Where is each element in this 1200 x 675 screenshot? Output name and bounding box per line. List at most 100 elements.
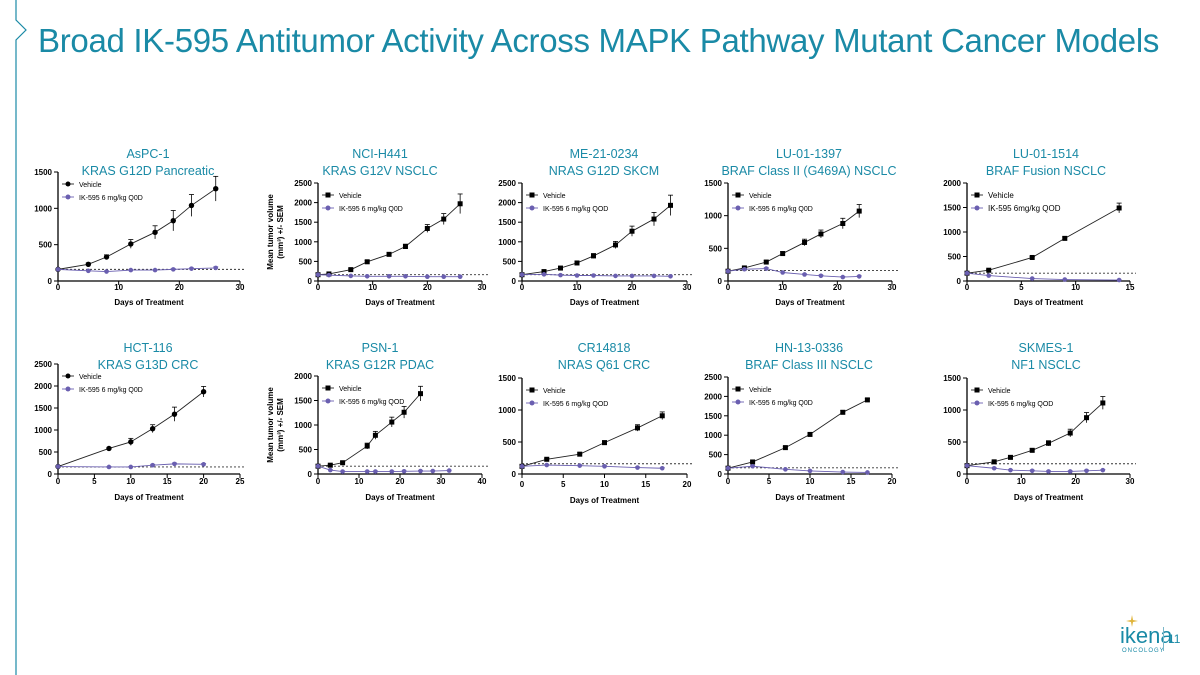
data-point (128, 241, 134, 247)
chart-model-name: NCI-H441 (352, 147, 408, 161)
legend-entry-label: Vehicle (749, 193, 772, 200)
data-point (152, 229, 158, 236)
data-point (128, 464, 134, 470)
data-point (171, 411, 178, 417)
legend-swatch-marker (529, 387, 535, 393)
y-tick-label: 2500 (498, 179, 516, 188)
chart-mutation-label: NRAS G12D SKCM (548, 164, 660, 178)
data-point (364, 259, 370, 265)
company-logo: ikena ONCOLOGY (1120, 615, 1173, 654)
series-line (317, 203, 461, 276)
legend-entry-label: Vehicle (79, 182, 102, 189)
chart-header: CR14818 NRAS Q61 CRC (489, 340, 719, 374)
data-point (986, 267, 992, 273)
x-tick-label: 20 (683, 480, 692, 489)
data-point (1067, 469, 1073, 474)
x-tick-label: 30 (437, 477, 446, 486)
chart-9: 0 500 1000 1500 2000 2500 0 5 10 15 20 Days of Trea… (704, 373, 898, 502)
data-point (763, 266, 769, 271)
chart-header: HCT-116 KRAS G13D CRC (33, 340, 263, 374)
x-tick-label: 10 (368, 283, 377, 292)
series-line (57, 463, 204, 468)
data-point (544, 462, 550, 468)
logo-name: ikena (1120, 623, 1173, 648)
data-point (1116, 277, 1122, 283)
y-tick-label: 500 (39, 448, 53, 457)
data-point (807, 431, 813, 437)
series-line (57, 267, 216, 273)
data-point (189, 266, 194, 271)
legend-swatch-marker (735, 205, 741, 211)
x-axis-label: Days of Treatment (114, 493, 184, 502)
x-tick-label: 0 (726, 477, 731, 486)
y-tick-label: 500 (948, 438, 962, 447)
data-point (635, 425, 640, 431)
y-tick-label: 0 (718, 470, 723, 479)
legend-swatch-marker (974, 400, 980, 406)
legend-swatch-marker (974, 192, 980, 198)
data-point (544, 456, 550, 462)
data-point (558, 272, 563, 278)
data-point (315, 463, 321, 469)
data-point (574, 260, 580, 266)
y-axis-label-line2: (mm³) +/- SEM (276, 398, 285, 452)
legend-entry-label: IK-595 6 mg/kg QOD (543, 401, 608, 408)
x-tick-label: 40 (478, 477, 487, 486)
logo-star-icon (1126, 615, 1138, 627)
y-tick-label: 2000 (294, 199, 312, 208)
chart-10: 0 500 1000 1500 0 10 20 30 Days of Treatment Vehi… (943, 374, 1136, 502)
y-tick-label: 1500 (34, 404, 52, 413)
series-line (727, 210, 860, 272)
chart-3: 0 500 1000 1500 2000 2500 0 10 20 30 Days of Treat… (498, 179, 693, 307)
data-point (964, 270, 970, 276)
x-tick-label: 25 (236, 477, 245, 486)
data-point (1084, 468, 1089, 474)
frame-left-line (15, 0, 27, 675)
data-point (1062, 235, 1068, 241)
treatment-series (519, 462, 665, 471)
legend-swatch-marker (735, 399, 741, 405)
x-axis-label: Days of Treatment (570, 298, 640, 307)
series-line (57, 188, 216, 270)
chart-legend: Vehicle IK-595 6 mg/kg QOD (526, 192, 608, 213)
chart-2: 0 500 1000 1500 2000 2500 0 10 20 30 Days of Treat… (266, 179, 488, 307)
data-point (1046, 440, 1051, 446)
treatment-series (55, 461, 207, 470)
x-tick-label: 10 (126, 477, 135, 486)
y-axis-label-line1: Mean tumor volume (266, 194, 275, 270)
x-tick-label: 15 (641, 480, 650, 489)
x-tick-label: 5 (561, 480, 566, 489)
series-line (966, 207, 1120, 274)
data-point (201, 462, 206, 467)
x-axis-label: Days of Treatment (775, 493, 845, 502)
data-point (170, 267, 176, 272)
data-point (613, 273, 618, 279)
data-point (106, 445, 112, 452)
y-tick-label: 500 (503, 438, 517, 447)
y-tick-label: 1500 (294, 218, 312, 227)
chart-model-name: LU-01-1397 (775, 147, 842, 161)
legend-swatch-marker (735, 192, 741, 198)
x-tick-label: 20 (396, 477, 405, 486)
chart-header: AsPC-1 KRAS G12D Pancreatic (33, 146, 263, 180)
x-tick-label: 10 (1017, 477, 1026, 486)
treatment-series (315, 272, 463, 279)
chart-header: LU-01-1514 BRAF Fusion NSCLC (931, 146, 1161, 180)
y-tick-label: 1000 (498, 238, 516, 247)
data-point (386, 251, 392, 257)
y-tick-label: 1500 (498, 374, 516, 383)
y-tick-label: 1500 (498, 218, 516, 227)
data-point (326, 272, 332, 278)
chart-legend: Vehicle IK-595 6 mg/kg Q0D (322, 192, 403, 213)
x-tick-label: 20 (888, 477, 897, 486)
chart-model-name: LU-01-1514 (1012, 147, 1079, 161)
data-point (742, 266, 747, 272)
legend-entry-label: IK-595 6 mg/kg Q0D (749, 206, 813, 213)
data-point (213, 186, 219, 192)
vehicle-series (55, 386, 207, 470)
x-tick-label: 0 (316, 283, 321, 292)
chart-mutation-label: BRAF Fusion NSCLC (985, 164, 1107, 178)
x-tick-label: 0 (56, 283, 61, 292)
chart-legend: Vehicle IK-595 6 mg/kg QOD (526, 387, 608, 408)
data-point (591, 253, 596, 259)
